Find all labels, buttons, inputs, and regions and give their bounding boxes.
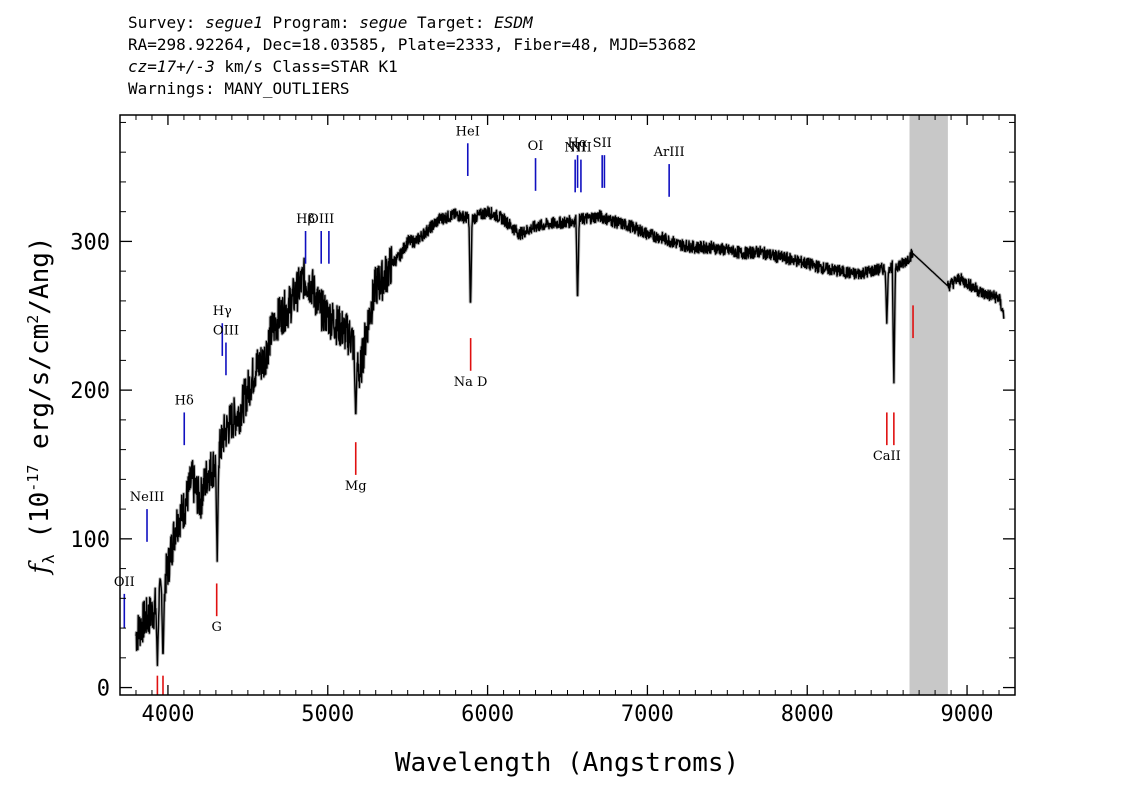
emission-line-label: Hα <box>568 136 588 151</box>
x-axis-label: Wavelength (Angstroms) <box>395 748 739 778</box>
plot-frame <box>119 114 1016 696</box>
spectrum-header: Survey: segue1 Program: segue Target: ES… <box>128 12 696 100</box>
absorption-line-label: G <box>211 620 221 635</box>
emission-line-label: Hδ <box>175 393 194 408</box>
absorption-line-label: CaII <box>873 449 901 464</box>
survey-label: Survey: <box>128 13 196 32</box>
x-tick-label: 8000 <box>781 702 834 727</box>
y-tick-label: 200 <box>70 379 110 404</box>
class-value: Class=STAR K1 <box>272 57 398 76</box>
axes-layer: 4000 5000 6000 7000 8000 9000 0 100 200 300 <box>70 115 1016 727</box>
header-warnings: Warnings: MANY_OUTLIERS <box>128 79 350 98</box>
emission-line-label: ArIII <box>653 145 685 160</box>
header-line-3: cz=17+/-3 km/s Class=STAR K1 <box>128 56 696 78</box>
x-tick-label: 7000 <box>621 702 674 727</box>
target-label: Target: <box>417 13 485 32</box>
emission-line-label: NII <box>564 141 586 156</box>
header-line-2: RA=298.92264, Dec=18.03585, Plate=2333, … <box>128 35 697 54</box>
spectrum-line <box>135 206 1005 666</box>
emission-line-label: NII <box>570 141 592 156</box>
survey-value: segue1 <box>205 13 263 32</box>
y-tick-label: 0 <box>97 677 110 702</box>
emission-line-label: NeIII <box>130 490 164 505</box>
absorption-line-label: Na D <box>454 375 488 390</box>
program-label: Program: <box>272 13 350 32</box>
masked-region <box>909 115 948 695</box>
emission-line-label: Hγ <box>213 304 232 319</box>
x-tick-label: 9000 <box>941 702 994 727</box>
emission-line-label: OI <box>528 139 544 154</box>
header-line-1: Survey: segue1 Program: segue Target: ES… <box>128 12 696 34</box>
y-tick-label: 100 <box>70 528 110 553</box>
emission-line-label: OIII <box>213 324 239 339</box>
redshift-units: km/s <box>224 57 263 76</box>
x-tick-label: 6000 <box>461 702 514 727</box>
y-axis-label: fλ (10-17 erg/s/cm2/Ang) <box>24 236 58 575</box>
x-tick-label: 5000 <box>301 702 354 727</box>
emission-line-label: HeI <box>456 124 480 139</box>
emission-line-label: SII <box>593 136 612 151</box>
program-value: segue <box>359 13 408 32</box>
absorption-line-label: Mg <box>345 479 367 494</box>
emission-line-label: OII <box>114 575 135 590</box>
redshift-value: cz=17+/-3 <box>128 57 215 76</box>
spectrum-layer <box>134 205 1006 667</box>
y-tick-label: 300 <box>70 230 110 255</box>
target-value: ESDM <box>494 13 533 32</box>
masked-region-layer <box>909 115 948 695</box>
x-tick-label: 4000 <box>141 702 194 727</box>
emission-line-label: Hβ <box>296 212 315 227</box>
emission-line-label: OIII <box>308 212 334 227</box>
